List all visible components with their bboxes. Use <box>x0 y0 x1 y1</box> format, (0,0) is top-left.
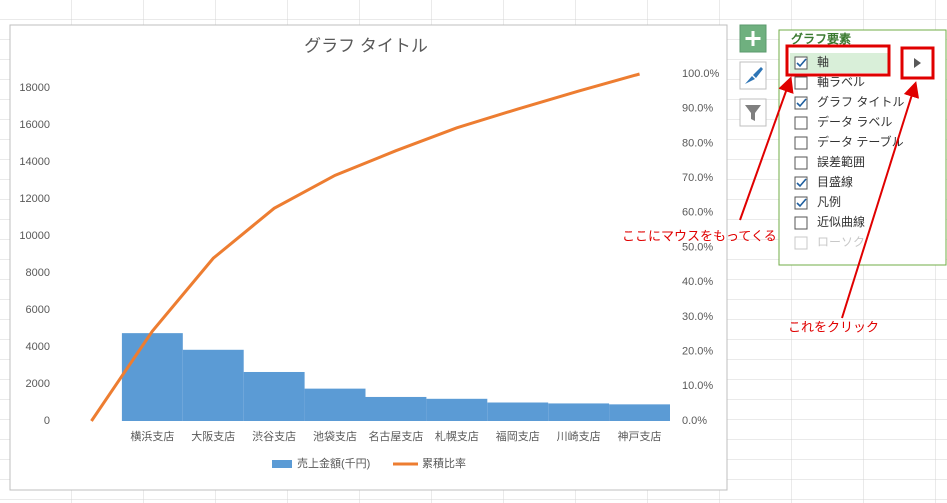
panel-item-label: 誤差範囲 <box>817 154 865 169</box>
y-tick-label: 10000 <box>19 230 50 242</box>
x-tick-label: 池袋支店 <box>313 429 357 443</box>
y2-tick-label: 0.0% <box>682 415 707 427</box>
x-tick-label: 大阪支店 <box>191 429 235 443</box>
checkmark <box>796 58 807 68</box>
y-tick-label: 16000 <box>19 119 50 131</box>
y-tick-label: 0 <box>44 415 50 427</box>
x-tick-label: 川崎支店 <box>557 429 601 443</box>
checkbox[interactable] <box>794 116 808 130</box>
y-tick-label: 14000 <box>19 156 50 168</box>
checkbox[interactable] <box>794 156 808 170</box>
annotation: これをクリック <box>788 319 879 334</box>
y2-tick-label: 50.0% <box>682 241 713 253</box>
checkbox <box>794 236 808 250</box>
y-tick-label: 6000 <box>26 304 50 316</box>
y-tick-label: 8000 <box>26 267 50 279</box>
checkmark <box>796 98 807 108</box>
bar <box>426 398 488 421</box>
checkbox[interactable] <box>794 196 808 210</box>
bar <box>243 371 305 421</box>
checkbox[interactable] <box>794 176 808 190</box>
bar <box>609 404 670 421</box>
plot: 0 2000 4000 6000 8000 10000 12000 14000 16000 180… <box>19 68 719 470</box>
bar <box>182 349 244 421</box>
y-tick-label: 12000 <box>19 193 50 205</box>
x-tick-label: 渋谷支店 <box>252 429 296 443</box>
y-tick-label: 4000 <box>26 341 50 353</box>
panel-item-label: 軸ラベル <box>817 75 865 89</box>
plus-icon <box>745 31 761 46</box>
bar <box>304 388 366 421</box>
checkmark <box>796 198 807 208</box>
x-tick-label: 横浜支店 <box>130 429 174 443</box>
y2-tick-label: 10.0% <box>682 380 713 392</box>
checkbox[interactable] <box>794 136 808 150</box>
y-tick-label: 2000 <box>26 378 50 390</box>
annotation-arrow <box>841 81 920 319</box>
panel-item-label: 軸 <box>817 55 829 69</box>
line <box>90 72 640 422</box>
panel-item-label: 目盛線 <box>817 174 853 189</box>
checkmark <box>796 178 807 188</box>
x-tick-label: 札幌支店 <box>435 429 479 443</box>
y2-tick-label: 80.0% <box>682 137 713 149</box>
checkbox[interactable] <box>794 96 808 110</box>
panel-title: グラフ要素 <box>791 31 851 46</box>
panel-item-label: データ テーブル <box>817 134 904 149</box>
panel-item-label: 凡例 <box>817 195 841 209</box>
legend-label: 売上金額(千円) <box>297 456 370 470</box>
chart-title: グラフ タイトル <box>304 36 428 55</box>
annotation: ここにマウスをもってくる <box>622 228 777 243</box>
checkbox[interactable] <box>794 56 808 70</box>
y2-tick-label: 40.0% <box>682 276 713 288</box>
y2-tick-label: 100.0% <box>682 68 720 80</box>
brush-icon <box>745 67 763 84</box>
x-tick-label: 名古屋支店 <box>368 429 423 443</box>
y2-tick-label: 30.0% <box>682 311 713 323</box>
x-tick-label: 福岡支店 <box>496 429 540 443</box>
y-tick-label: 18000 <box>19 82 50 94</box>
highlight-box <box>900 46 935 80</box>
checkbox[interactable] <box>794 216 808 230</box>
x-tick-label: 神戸支店 <box>618 429 662 443</box>
y2-tick-label: 20.0% <box>682 346 713 358</box>
highlight-box <box>785 44 891 77</box>
y2-tick-label: 60.0% <box>682 207 713 219</box>
legend-label: 累積比率 <box>422 456 466 470</box>
bar <box>548 403 610 421</box>
chart-styles-button[interactable] <box>739 61 767 90</box>
annotation-arrow <box>739 76 794 221</box>
panel-item-label: データ ラベル <box>817 114 892 129</box>
panel-item-label: ローソク <box>817 235 865 249</box>
legend-swatch <box>272 460 292 468</box>
filter-icon <box>745 105 761 121</box>
y2-tick-label: 90.0% <box>682 103 713 115</box>
hover-row <box>790 53 888 73</box>
submenu-arrow[interactable] <box>914 58 921 68</box>
bar <box>487 402 549 421</box>
panel-item-label: 近似曲線 <box>817 214 865 229</box>
y2-tick-label: 70.0% <box>682 172 713 184</box>
bar <box>121 333 183 421</box>
panel-item-label: グラフ タイトル <box>817 95 904 109</box>
checkbox[interactable] <box>794 76 808 90</box>
bar <box>365 396 427 421</box>
